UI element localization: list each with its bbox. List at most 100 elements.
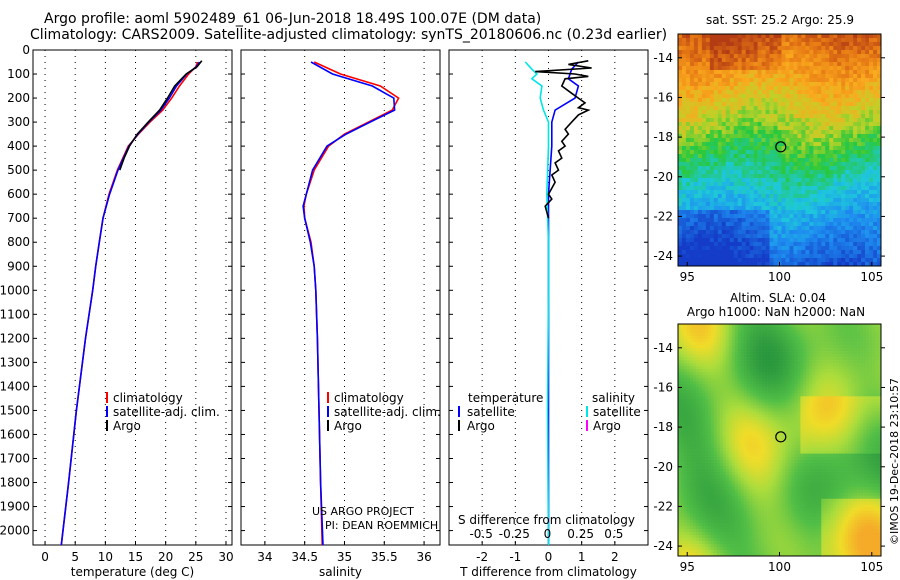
map-cell [829, 66, 834, 71]
map-cell [685, 86, 691, 91]
map-cell [825, 198, 830, 203]
map-cell [689, 34, 695, 39]
map-cell [779, 381, 783, 385]
map-cell [833, 158, 838, 163]
map-cell [777, 190, 782, 195]
map-cell [741, 62, 746, 67]
map-cell [853, 54, 858, 59]
map-cell [865, 174, 870, 179]
map-cell [782, 339, 786, 343]
map-cell [861, 258, 866, 263]
map-y-tick-label: -24 [653, 249, 673, 263]
map-cell [709, 138, 715, 143]
map-cell [793, 46, 798, 51]
map-cell [878, 378, 882, 382]
map-cell [701, 324, 706, 328]
map-cell [755, 396, 759, 400]
map-cell [875, 348, 879, 352]
map-cell [755, 357, 759, 361]
map-cell [849, 190, 854, 195]
map-cell [685, 78, 691, 83]
map-cell [830, 330, 834, 334]
map-cell [773, 327, 777, 331]
map-cell [685, 198, 691, 203]
map-cell [758, 357, 762, 361]
x-tick-label: 35 [337, 550, 352, 564]
map-cell [764, 345, 768, 349]
map-cell [745, 182, 750, 187]
map-cell [821, 34, 826, 39]
map-cell [725, 375, 730, 379]
map-cell [767, 336, 771, 340]
map-cell [705, 134, 711, 139]
map-cell [709, 226, 715, 231]
map-cell [729, 110, 735, 115]
map-cell [769, 238, 774, 243]
map-cell [678, 369, 682, 373]
map-cell [755, 333, 759, 337]
map-cell [825, 102, 830, 107]
map-cell [853, 238, 858, 243]
map-cell [710, 387, 715, 391]
map-cell [773, 369, 777, 373]
map-cell [755, 348, 759, 352]
map-cell [753, 138, 758, 143]
map-cell [848, 366, 852, 370]
map-cell [785, 250, 790, 255]
map-cell [689, 333, 694, 337]
map-cell [779, 357, 783, 361]
map-cell [791, 336, 795, 340]
map-cell [689, 399, 694, 403]
map-cell [741, 258, 746, 263]
map-cell [777, 74, 782, 79]
map-cell [849, 226, 854, 231]
map-cell [845, 202, 850, 207]
map-cell [697, 86, 703, 91]
map-cell [848, 390, 852, 394]
map-cell [678, 399, 682, 403]
map-cell [833, 378, 837, 382]
map-cell [681, 214, 687, 219]
map-cell [827, 351, 831, 355]
map-cell [809, 339, 813, 343]
map-cell [770, 375, 774, 379]
map-cell [869, 238, 874, 243]
map-cell [753, 98, 758, 103]
map-cell [693, 166, 699, 171]
map-cell [770, 336, 774, 340]
map-cell [773, 114, 778, 119]
map-cell [678, 238, 683, 243]
map-cell [678, 142, 683, 147]
map-cell [861, 230, 866, 235]
map-cell [689, 360, 694, 364]
map-cell [842, 324, 846, 328]
map-cell [685, 174, 691, 179]
map-cell [805, 198, 810, 203]
map-cell [873, 174, 878, 179]
map-cell [734, 324, 739, 328]
map-cell [839, 357, 843, 361]
map-cell [733, 106, 739, 111]
map-cell [721, 126, 727, 131]
map-cell [693, 142, 699, 147]
map-cell [683, 396, 688, 400]
map-cell [693, 194, 699, 199]
map-cell [770, 357, 774, 361]
map-cell [761, 146, 766, 151]
map-cell [777, 254, 782, 259]
map-cell [776, 348, 780, 352]
map-cell [872, 378, 876, 382]
map-cell [704, 336, 709, 340]
map-cell [680, 366, 685, 370]
map-cell [812, 354, 816, 358]
map-cell [809, 381, 813, 385]
map-cell [821, 214, 826, 219]
map-cell [721, 130, 727, 135]
map-cell [837, 50, 842, 55]
map-cell [800, 384, 804, 388]
map-cell [827, 348, 831, 352]
map-cell [740, 384, 744, 388]
map-cell [678, 158, 683, 163]
map-cell [733, 166, 739, 171]
map-cell [693, 230, 699, 235]
